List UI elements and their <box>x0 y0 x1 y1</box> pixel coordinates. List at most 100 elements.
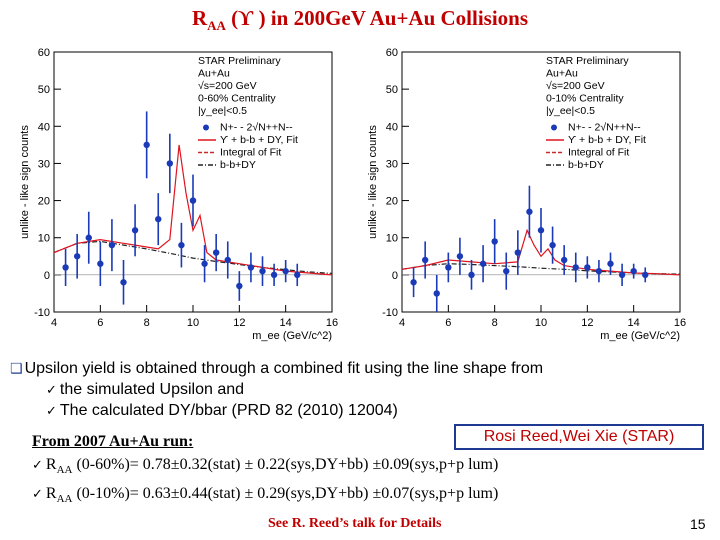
data-point <box>537 227 545 234</box>
x-tick-label: 16 <box>674 317 686 329</box>
y-tick-label: 60 <box>38 47 50 59</box>
data-point <box>224 256 231 264</box>
data-point <box>143 141 150 149</box>
data-point <box>456 253 464 260</box>
data-point <box>259 267 266 275</box>
legend-header-line: Au+Au <box>198 68 230 80</box>
data-point <box>131 227 139 234</box>
legend-header-line: √s=200 GeV <box>198 80 257 92</box>
data-point <box>642 271 649 279</box>
y-axis-label: unlike - like sign counts <box>19 125 31 239</box>
data-point <box>166 160 174 167</box>
legend-header-line: STAR Preliminary <box>198 55 281 67</box>
data-point <box>630 267 637 275</box>
legend-entry-label: Integral of Fit <box>568 147 629 159</box>
legend-entry-label: N+- - 2√N++N-- <box>568 122 641 134</box>
footer-note: See R. Reed’s talk for Details <box>268 516 442 531</box>
bullet-main: Upsilon yield is obtained through a comb… <box>24 360 544 377</box>
results-header: From 2007 Au+Au run: <box>32 433 194 450</box>
y-tick-label: 40 <box>38 121 50 133</box>
x-axis-label: m_ee (GeV/c^2) <box>600 330 680 342</box>
y-tick-label: 30 <box>386 158 398 170</box>
x-tick-label: 4 <box>399 317 405 329</box>
data-point <box>178 241 185 249</box>
data-point <box>584 264 591 271</box>
x-tick-label: 4 <box>51 317 57 329</box>
y-tick-label: 10 <box>386 233 398 245</box>
legend-entry-label: Integral of Fit <box>220 147 281 159</box>
data-point <box>270 271 278 279</box>
y-tick-label: -10 <box>382 307 398 319</box>
slide-title: RAA (ϒ ) in 200GeV Au+Au Collisions <box>191 6 529 34</box>
data-point <box>294 271 301 279</box>
legend-entry-label: b-b+DY <box>220 159 256 171</box>
fit-curve <box>401 228 681 276</box>
data-point <box>85 234 92 241</box>
x-tick-label: 6 <box>97 317 103 329</box>
data-point <box>491 238 498 245</box>
data-point <box>433 290 440 297</box>
legend-marker <box>203 124 209 131</box>
y-tick-label: 50 <box>38 84 50 96</box>
legend-header-line: Au+Au <box>546 68 578 80</box>
y-tick-label: 20 <box>386 196 398 208</box>
data-point <box>421 256 429 264</box>
x-tick-label: 10 <box>535 317 547 329</box>
legend-header-line: √s=200 GeV <box>546 80 605 92</box>
data-point <box>120 279 127 286</box>
results-block: From 2007 Au+Au run: ✓ RAA (0-60%)= 0.78±… <box>32 430 712 511</box>
x-tick-label: 12 <box>581 317 593 329</box>
data-point <box>155 215 162 223</box>
data-point <box>212 249 220 256</box>
data-point <box>503 267 510 275</box>
credit-box: Rosi Reed,Wei Xie (STAR) <box>454 424 704 450</box>
data-point <box>618 271 626 279</box>
y-tick-label: 0 <box>44 270 50 282</box>
legend-header-line: STAR Preliminary <box>546 55 629 67</box>
x-tick-label: 14 <box>628 317 640 329</box>
data-point <box>236 282 243 290</box>
check-icon: ✓ <box>32 487 43 503</box>
data-point <box>189 197 197 204</box>
check-icon: ✓ <box>46 404 57 419</box>
result-0-60: ✓ RAA (0-60%)= 0.78±0.32(stat) ± 0.22(sys… <box>32 456 499 477</box>
x-tick-label: 8 <box>492 317 498 329</box>
legend-entry-label: b-b+DY <box>568 159 604 171</box>
data-point <box>282 267 289 275</box>
x-tick-label: 14 <box>280 317 292 329</box>
data-point <box>247 264 255 271</box>
check-icon: ✓ <box>46 383 57 398</box>
legend-marker <box>551 124 557 131</box>
result-0-10: ✓ RAA (0-10%)= 0.63±0.44(stat) ± 0.29(sys… <box>32 485 499 506</box>
check-icon: ✓ <box>32 458 43 473</box>
legend-header-line: |y_ee|<0.5 <box>546 105 595 117</box>
upsilon-plot-0-10: -10 0 10 20 30 40 50 60 4 6 8 10 12 14 16 unlike - like… <box>367 47 686 342</box>
data-point <box>560 256 568 264</box>
data-point <box>526 208 533 215</box>
x-tick-label: 10 <box>187 317 199 329</box>
page-number: 15 <box>690 516 706 532</box>
legend-header-line: |y_ee|<0.5 <box>198 105 247 117</box>
data-point <box>514 249 522 256</box>
y-tick-label: 10 <box>38 233 50 245</box>
legend-header-line: 0-10% Centrality <box>546 93 624 105</box>
data-point <box>479 260 487 267</box>
data-point <box>410 279 417 286</box>
data-point <box>549 241 556 249</box>
data-point <box>97 260 104 267</box>
data-point <box>595 267 603 275</box>
x-axis-label: m_ee (GeV/c^2) <box>252 330 332 342</box>
bullet-sub-1: the simulated Upsilon and <box>59 381 245 398</box>
data-point <box>73 253 81 260</box>
data-point <box>445 264 452 271</box>
data-point <box>62 264 69 271</box>
x-tick-label: 6 <box>445 317 451 329</box>
legend-entry-label: N+- - 2√N++N-- <box>220 122 293 134</box>
x-tick-label: 16 <box>326 317 338 329</box>
y-tick-label: 30 <box>38 158 50 170</box>
legend-entry-label: ϒ + b-b + DY, Fit <box>568 134 646 146</box>
y-tick-label: 50 <box>386 84 398 96</box>
data-point <box>201 260 208 267</box>
x-tick-label: 12 <box>233 317 245 329</box>
x-tick-label: 8 <box>144 317 150 329</box>
